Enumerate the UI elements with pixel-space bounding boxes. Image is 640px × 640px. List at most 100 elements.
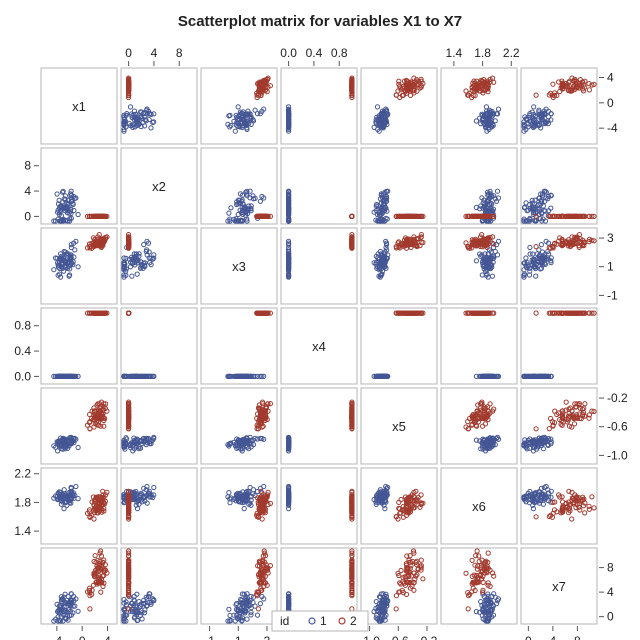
- point-group-2: [126, 77, 132, 83]
- point-group-1: [68, 244, 75, 251]
- point-group-1: [62, 446, 68, 452]
- point-group-2: [260, 213, 266, 219]
- point-group-2: [484, 86, 490, 92]
- point-group-2: [490, 213, 496, 219]
- point-group-1: [548, 258, 554, 264]
- point-group-2: [404, 78, 410, 85]
- point-group-1: [543, 195, 549, 201]
- point-group-1: [381, 218, 387, 224]
- cell-x4-x4: x4: [280, 307, 358, 385]
- cell-frame: [200, 307, 278, 385]
- point-group-1: [123, 255, 129, 261]
- point-group-1: [482, 259, 488, 265]
- point-group-2: [591, 238, 597, 244]
- cell-frame: [280, 387, 358, 465]
- point-group-1: [538, 242, 545, 248]
- point-group-1: [530, 373, 537, 379]
- point-group-2: [571, 78, 577, 85]
- point-group-1: [128, 111, 135, 117]
- point-group-1: [527, 118, 533, 124]
- point-group-1: [484, 271, 490, 277]
- point-group-2: [482, 213, 488, 219]
- point-group-2: [490, 310, 496, 316]
- point-group-2: [396, 239, 402, 245]
- point-group-2: [95, 401, 101, 407]
- point-group-2: [101, 415, 107, 421]
- point-group-1: [286, 111, 292, 117]
- point-group-1: [548, 111, 554, 117]
- point-group-1: [384, 188, 390, 194]
- point-group-2: [582, 239, 588, 245]
- point-group-1: [59, 438, 65, 444]
- cell-x4-x2: [120, 307, 198, 385]
- point-group-2: [589, 310, 595, 316]
- point-group-1: [377, 123, 383, 129]
- point-group-2: [255, 405, 262, 411]
- point-group-2: [571, 213, 577, 219]
- point-group-1: [252, 195, 258, 201]
- point-group-1: [374, 373, 381, 379]
- point-group-2: [469, 239, 475, 245]
- point-group-1: [538, 259, 544, 265]
- point-group-1: [538, 201, 544, 207]
- point-group-2: [467, 213, 473, 219]
- point-group-1: [235, 218, 241, 224]
- point-group-2: [254, 415, 260, 422]
- point-group-1: [548, 205, 554, 211]
- point-group-1: [379, 252, 385, 258]
- point-group-1: [535, 206, 541, 212]
- point-group-2: [463, 213, 469, 219]
- point-group-1: [286, 437, 292, 443]
- point-group-2: [463, 240, 469, 246]
- point-group-2: [126, 415, 132, 421]
- cell-frame: [280, 307, 358, 385]
- point-group-1: [59, 373, 65, 379]
- point-group-2: [467, 90, 473, 96]
- point-group-2: [548, 245, 554, 251]
- point-group-1: [371, 124, 377, 131]
- point-group-2: [102, 405, 109, 411]
- point-group-1: [543, 106, 549, 112]
- point-group-1: [235, 444, 241, 451]
- point-group-2: [349, 423, 355, 429]
- point-group-1: [254, 111, 261, 117]
- point-group-1: [483, 264, 489, 270]
- point-group-2: [554, 213, 560, 219]
- point-group-2: [554, 310, 560, 316]
- point-group-2: [415, 213, 421, 219]
- point-group-2: [349, 237, 355, 243]
- point-group-2: [411, 75, 417, 81]
- point-group-2: [404, 310, 410, 316]
- point-group-1: [286, 264, 292, 270]
- point-group-1: [379, 373, 385, 379]
- point-group-1: [527, 111, 533, 117]
- point-group-1: [494, 188, 501, 194]
- point-group-1: [247, 440, 253, 446]
- point-group-2: [393, 213, 399, 219]
- point-group-1: [65, 218, 71, 224]
- point-group-1: [127, 264, 134, 270]
- point-group-1: [62, 193, 69, 199]
- point-group-2: [482, 79, 488, 85]
- point-group-2: [349, 245, 355, 251]
- point-group-1: [530, 124, 537, 131]
- point-group-1: [65, 259, 72, 265]
- cell-frame: [200, 147, 278, 225]
- point-group-1: [286, 273, 292, 279]
- point-group-1: [533, 273, 539, 279]
- point-group-1: [495, 195, 502, 201]
- cell-x6-x3: [200, 467, 278, 545]
- point-group-2: [403, 90, 410, 96]
- point-group-1: [247, 373, 253, 379]
- cell-x1-x6: [440, 67, 518, 145]
- point-group-1: [231, 118, 237, 124]
- point-group-1: [73, 373, 79, 379]
- point-group-2: [262, 310, 268, 316]
- point-group-2: [582, 84, 588, 90]
- point-group-1: [286, 104, 292, 110]
- point-group-1: [495, 373, 502, 379]
- point-group-1: [240, 113, 246, 120]
- point-group-1: [259, 373, 265, 379]
- cell-frame: [120, 67, 198, 145]
- point-group-1: [524, 208, 530, 214]
